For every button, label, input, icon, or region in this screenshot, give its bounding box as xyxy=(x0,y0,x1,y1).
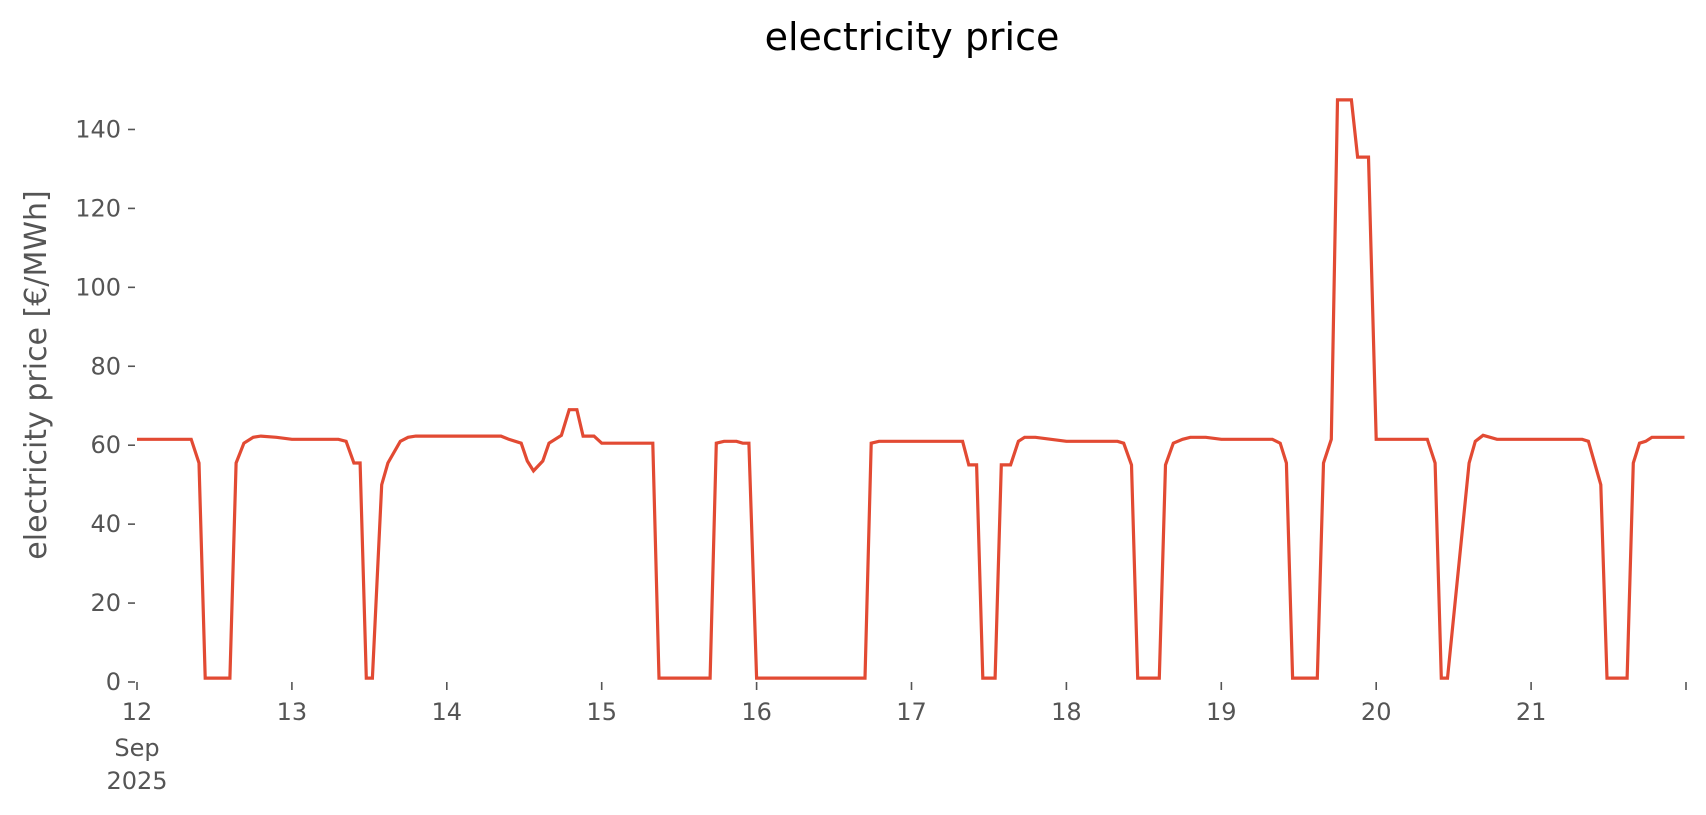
x-tick-label: 19 xyxy=(1206,698,1237,726)
x-tick-label: 16 xyxy=(741,698,772,726)
x-tick-label: 21 xyxy=(1516,698,1547,726)
chart-title: electricity price xyxy=(765,15,1060,59)
y-tick-label: 60 xyxy=(90,431,121,459)
x-tick-sublabel-year: 2025 xyxy=(106,767,167,795)
y-tick-label: 120 xyxy=(75,194,121,222)
y-tick-label: 0 xyxy=(106,668,121,696)
x-tick-label: 17 xyxy=(896,698,927,726)
x-tick-label: 12 xyxy=(122,698,153,726)
x-tick-label: 13 xyxy=(277,698,308,726)
x-tick-label: 14 xyxy=(432,698,463,726)
y-tick-label: 100 xyxy=(75,273,121,301)
x-tick-label: 18 xyxy=(1051,698,1082,726)
x-tick-sublabel-month: Sep xyxy=(114,734,159,762)
y-axis-label: electricity price [€/MWh] xyxy=(19,190,54,559)
y-tick-label: 140 xyxy=(75,115,121,143)
x-tick-label: 15 xyxy=(586,698,617,726)
y-tick-label: 80 xyxy=(90,352,121,380)
x-tick-label: 20 xyxy=(1361,698,1392,726)
y-tick-label: 20 xyxy=(90,589,121,617)
x-axis: 12 13 14 15 16 17 18 19 20 21 Sep 2025 xyxy=(106,682,1687,795)
y-axis: 0 20 40 60 80 100 120 140 xyxy=(75,115,135,696)
y-tick-label: 40 xyxy=(90,510,121,538)
price-series-line xyxy=(137,98,1685,680)
